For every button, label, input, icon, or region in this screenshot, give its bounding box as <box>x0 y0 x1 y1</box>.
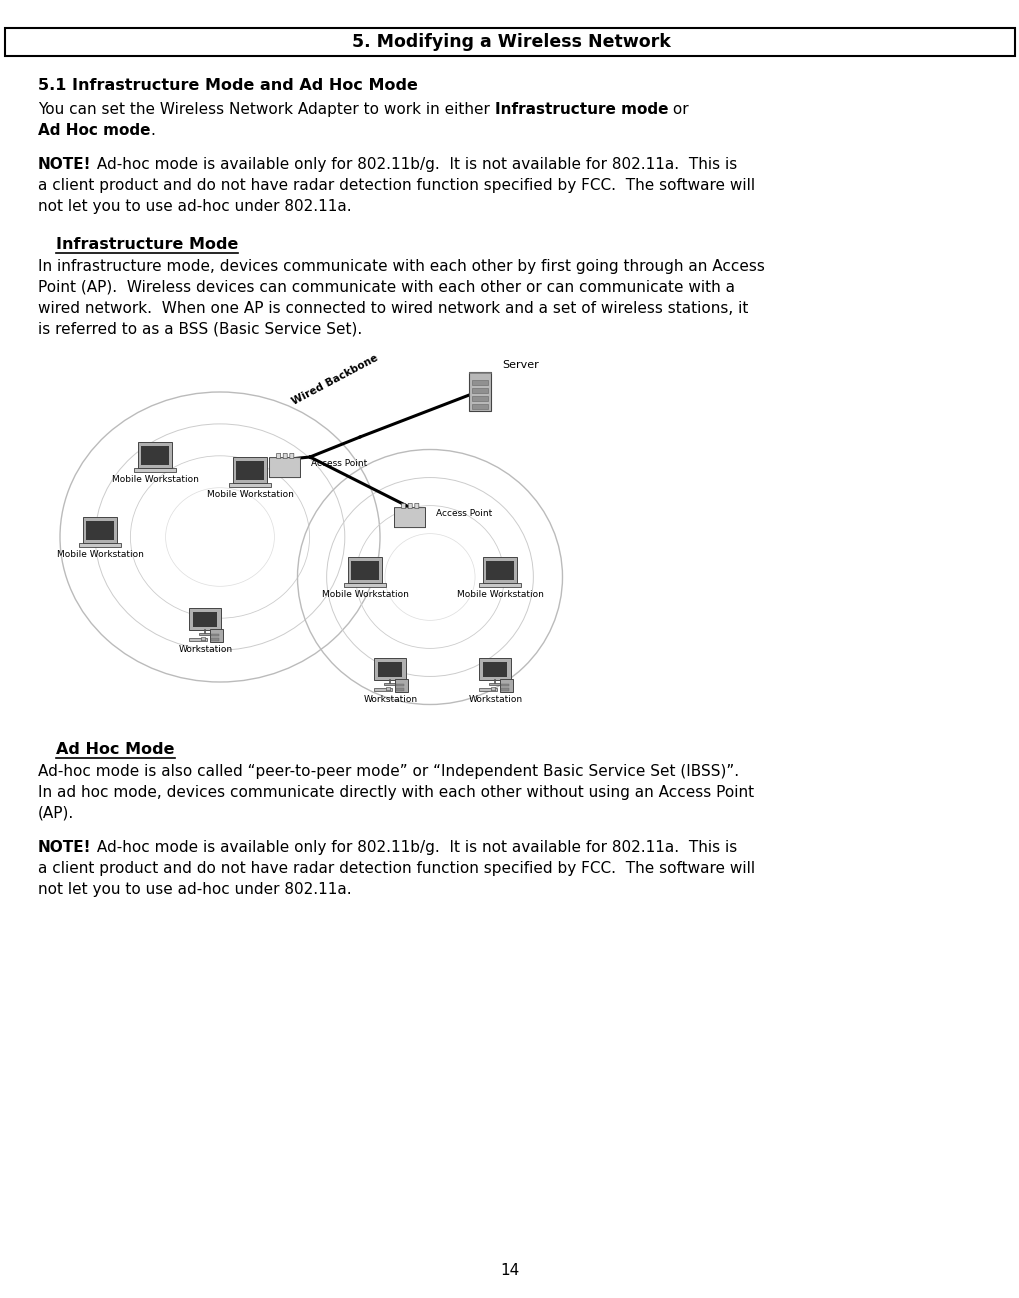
Text: Wired Backbone: Wired Backbone <box>290 353 379 408</box>
Text: Mobile Workstation: Mobile Workstation <box>56 550 144 559</box>
Bar <box>472 404 487 409</box>
Text: Ad-hoc mode is also called “peer-to-peer mode” or “Independent Basic Service Set: Ad-hoc mode is also called “peer-to-peer… <box>38 765 739 779</box>
Text: Infrastructure Mode: Infrastructure Mode <box>56 238 238 252</box>
Bar <box>469 371 490 374</box>
FancyBboxPatch shape <box>401 504 406 509</box>
Bar <box>482 662 507 678</box>
FancyBboxPatch shape <box>394 508 425 527</box>
Bar <box>135 467 175 472</box>
Bar <box>87 520 113 540</box>
Text: NOTE!: NOTE! <box>38 157 92 173</box>
Text: a client product and do not have radar detection function specified by FCC.  The: a client product and do not have radar d… <box>38 178 754 193</box>
Bar <box>79 543 120 546</box>
Bar <box>83 517 117 543</box>
Text: Mobile Workstation: Mobile Workstation <box>321 591 408 598</box>
Bar <box>479 688 497 691</box>
Text: Ad Hoc mode: Ad Hoc mode <box>38 123 151 138</box>
Text: .: . <box>151 123 155 138</box>
Text: Server: Server <box>501 360 538 370</box>
Bar <box>488 683 500 685</box>
Text: Infrastructure mode: Infrastructure mode <box>494 103 667 117</box>
Bar <box>193 611 217 627</box>
Text: is referred to as a BSS (Basic Service Set).: is referred to as a BSS (Basic Service S… <box>38 322 362 337</box>
Bar <box>472 396 487 401</box>
FancyBboxPatch shape <box>289 453 293 458</box>
Bar <box>377 662 403 678</box>
Text: In infrastructure mode, devices communicate with each other by first going throu: In infrastructure mode, devices communic… <box>38 260 764 274</box>
FancyBboxPatch shape <box>269 458 301 478</box>
Bar <box>472 380 487 386</box>
Bar <box>472 388 487 393</box>
Text: Point (AP).  Wireless devices can communicate with each other or can communicate: Point (AP). Wireless devices can communi… <box>38 280 735 295</box>
Bar <box>142 447 168 465</box>
Bar <box>229 483 270 487</box>
Bar <box>211 633 219 636</box>
Text: not let you to use ad-hoc under 802.11a.: not let you to use ad-hoc under 802.11a. <box>38 883 352 897</box>
Bar <box>236 461 263 480</box>
Text: Workstation: Workstation <box>179 645 233 654</box>
Text: Access Point: Access Point <box>435 510 492 518</box>
Bar <box>199 633 211 635</box>
Bar <box>383 683 395 685</box>
FancyBboxPatch shape <box>491 688 495 691</box>
Text: Ad-hoc mode is available only for 802.11b/g.  It is not available for 802.11a.  : Ad-hoc mode is available only for 802.11… <box>92 840 736 855</box>
Text: Ad-hoc mode is available only for 802.11b/g.  It is not available for 802.11a.  : Ad-hoc mode is available only for 802.11… <box>92 157 736 173</box>
Bar <box>500 684 508 687</box>
Bar <box>469 371 490 411</box>
Bar <box>233 457 267 483</box>
Text: Workstation: Workstation <box>469 694 523 704</box>
Text: NOTE!: NOTE! <box>38 840 92 855</box>
FancyBboxPatch shape <box>386 688 390 691</box>
Bar <box>352 561 378 580</box>
Text: Access Point: Access Point <box>311 459 367 469</box>
Bar <box>138 443 172 469</box>
Bar <box>347 557 381 583</box>
Bar <box>374 658 406 680</box>
Bar <box>210 628 223 643</box>
Bar <box>374 688 392 691</box>
Text: (AP).: (AP). <box>38 806 74 822</box>
FancyBboxPatch shape <box>283 453 287 458</box>
Text: wired network.  When one AP is connected to wired network and a set of wireless : wired network. When one AP is connected … <box>38 301 748 315</box>
Text: 5. Modifying a Wireless Network: 5. Modifying a Wireless Network <box>352 32 669 51</box>
Bar <box>343 583 385 587</box>
Bar <box>395 684 404 687</box>
Text: Ad Hoc Mode: Ad Hoc Mode <box>56 742 174 757</box>
Bar <box>486 561 513 580</box>
Text: Workstation: Workstation <box>364 694 418 704</box>
Bar <box>395 688 404 691</box>
Text: not let you to use ad-hoc under 802.11a.: not let you to use ad-hoc under 802.11a. <box>38 199 352 214</box>
FancyBboxPatch shape <box>415 504 419 509</box>
Bar <box>211 639 219 640</box>
Bar <box>483 557 517 583</box>
Bar <box>479 583 521 587</box>
Text: Mobile Workstation: Mobile Workstation <box>207 491 293 498</box>
Bar <box>500 688 508 691</box>
FancyBboxPatch shape <box>408 504 412 509</box>
Text: 5.1 Infrastructure Mode and Ad Hoc Mode: 5.1 Infrastructure Mode and Ad Hoc Mode <box>38 78 418 93</box>
Bar <box>479 658 511 680</box>
Text: or: or <box>667 103 688 117</box>
Bar <box>190 637 207 641</box>
FancyBboxPatch shape <box>201 637 206 641</box>
Text: You can set the Wireless Network Adapter to work in either: You can set the Wireless Network Adapter… <box>38 103 494 117</box>
Text: 14: 14 <box>500 1263 519 1279</box>
Bar <box>499 679 513 692</box>
Text: Mobile Workstation: Mobile Workstation <box>457 591 543 598</box>
Text: Mobile Workstation: Mobile Workstation <box>111 475 199 484</box>
Bar <box>190 609 220 630</box>
Bar <box>5 29 1014 56</box>
Text: In ad hoc mode, devices communicate directly with each other without using an Ac: In ad hoc mode, devices communicate dire… <box>38 785 753 800</box>
Bar <box>394 679 408 692</box>
FancyBboxPatch shape <box>276 453 280 458</box>
Text: a client product and do not have radar detection function specified by FCC.  The: a client product and do not have radar d… <box>38 861 754 876</box>
